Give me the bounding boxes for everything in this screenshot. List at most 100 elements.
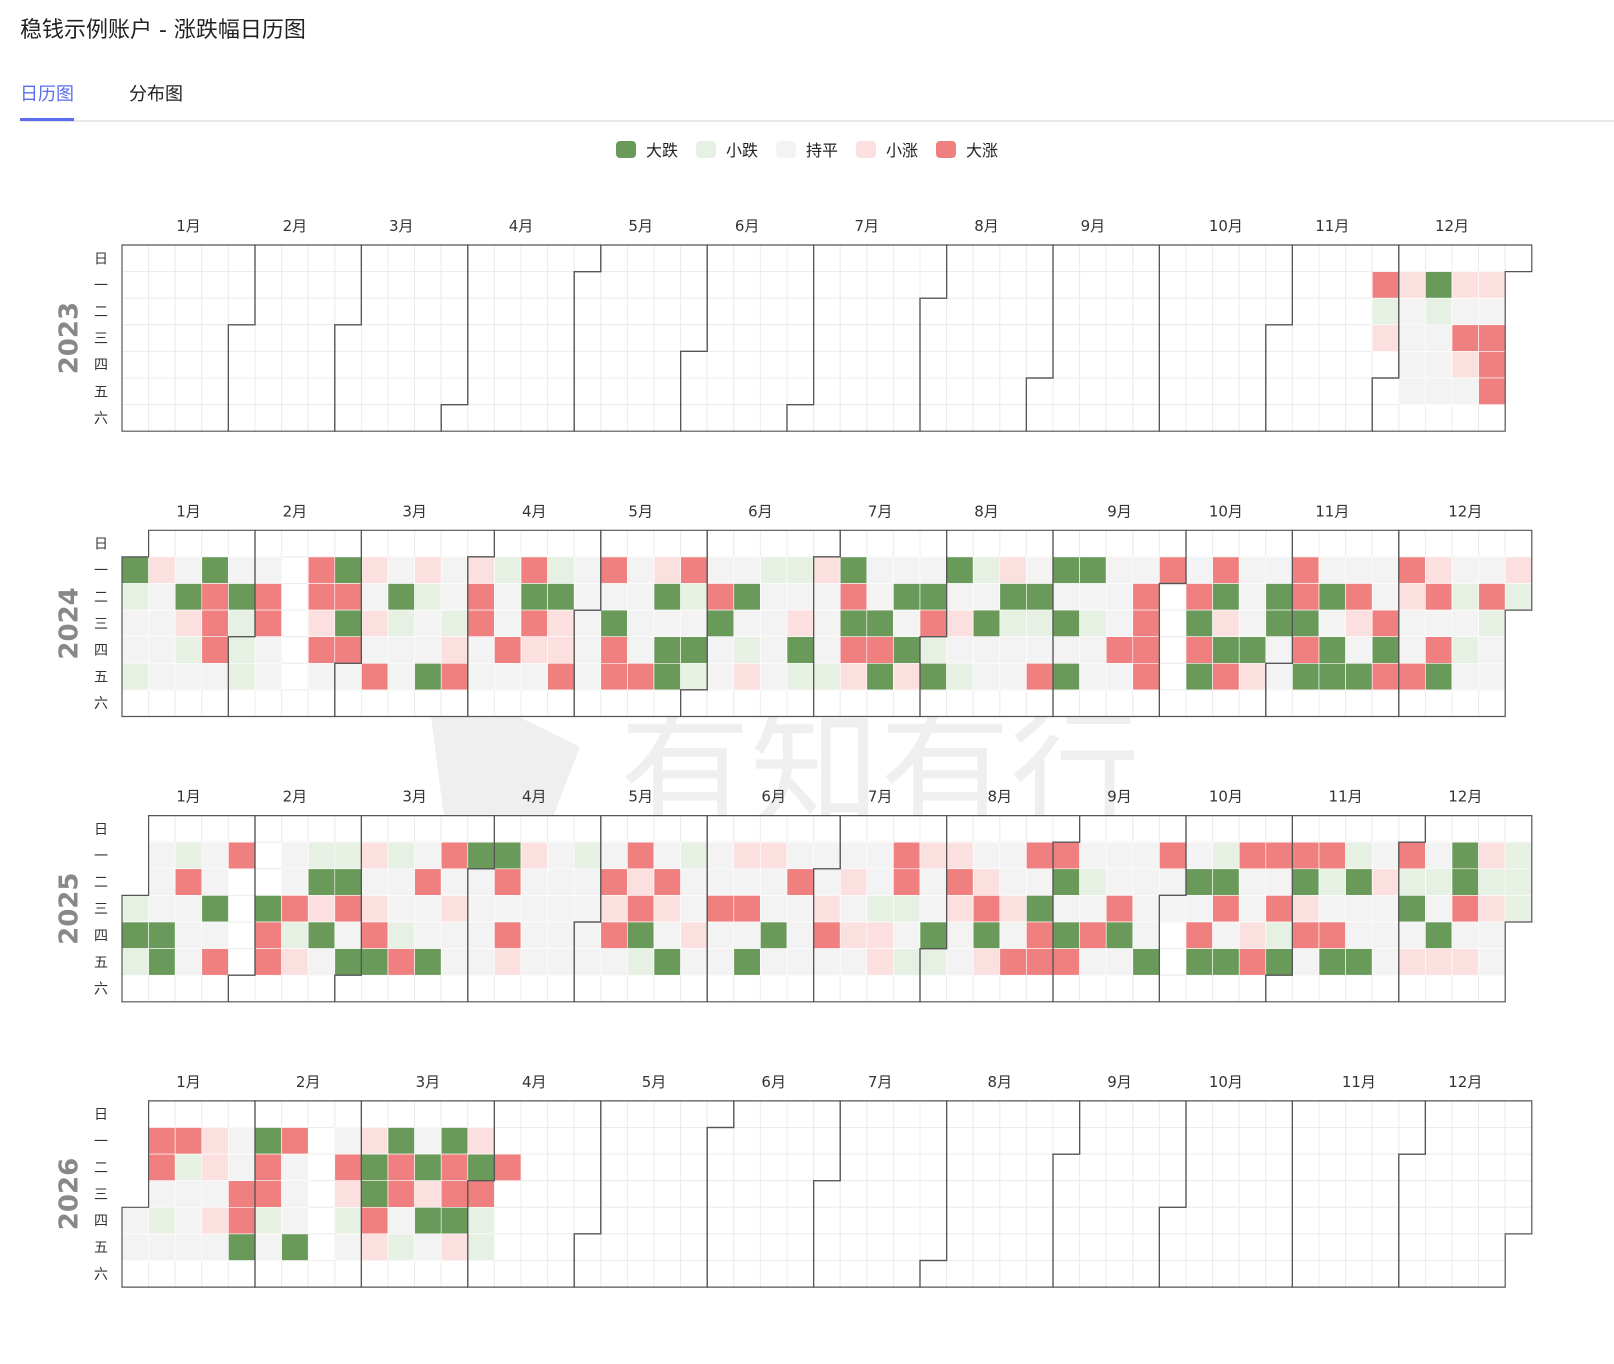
day-cell-empty — [1238, 404, 1267, 432]
day-cell — [1238, 556, 1267, 584]
day-cell — [547, 895, 575, 923]
day-cell-empty — [733, 377, 761, 406]
day-cell — [1425, 351, 1453, 379]
day-cell — [653, 556, 681, 584]
day-cell — [866, 948, 894, 976]
day-cell — [547, 609, 575, 637]
day-cell — [1159, 868, 1187, 896]
day-cell — [547, 662, 575, 691]
day-cell — [1052, 841, 1080, 870]
day-cell-empty — [520, 1100, 549, 1129]
day-cell-empty — [866, 404, 894, 432]
day-cell-empty — [839, 815, 868, 843]
day-cell — [680, 609, 708, 637]
day-cell-empty — [892, 350, 921, 379]
day-cell-empty — [387, 1100, 416, 1129]
day-cell — [334, 921, 362, 949]
day-cell — [1478, 583, 1506, 611]
day-cell-empty — [600, 1233, 628, 1262]
day-cell-empty — [520, 244, 549, 273]
day-cell-empty — [360, 815, 389, 843]
tab-distribution[interactable]: 分布图 — [129, 84, 183, 105]
tab-calendar[interactable]: 日历图 — [20, 80, 74, 121]
day-cell-empty — [1025, 1260, 1054, 1288]
day-cell-empty — [1158, 244, 1187, 273]
day-cell-empty — [1212, 297, 1240, 326]
weekday-label: 日 — [94, 1107, 108, 1123]
month-label: 1月 — [176, 1073, 201, 1091]
day-cell — [361, 948, 389, 976]
day-cell-empty — [440, 974, 469, 1003]
day-cell — [1265, 948, 1293, 976]
day-cell-empty — [254, 324, 283, 352]
day-cell-empty — [626, 377, 655, 406]
day-cell-empty — [414, 324, 442, 352]
weekday-label: 六 — [94, 982, 108, 998]
day-cell-empty — [121, 377, 150, 406]
day-cell-empty — [1132, 244, 1160, 273]
day-cell-empty — [759, 1206, 788, 1235]
day-cell — [1371, 921, 1400, 949]
day-cell-empty — [706, 815, 735, 843]
legend-item-big-rise[interactable]: 大涨 — [936, 138, 998, 160]
day-cell-empty — [201, 324, 229, 352]
day-cell — [1398, 609, 1426, 637]
day-cell — [919, 841, 947, 870]
day-cell-empty — [813, 244, 841, 273]
day-cell — [1451, 609, 1479, 637]
day-cell — [760, 948, 788, 976]
day-cell-empty — [520, 1127, 549, 1155]
day-cell — [760, 556, 788, 584]
month-label: 7月 — [868, 788, 893, 806]
day-cell-empty — [254, 404, 283, 432]
day-cell-empty — [706, 271, 735, 299]
day-cell-empty — [1398, 1233, 1426, 1262]
day-cell-empty — [1398, 529, 1426, 558]
day-cell-empty — [547, 815, 575, 843]
day-cell-empty — [1079, 974, 1107, 1003]
day-cell-empty — [201, 350, 229, 379]
day-cell — [334, 636, 362, 664]
day-cell-empty — [1158, 529, 1187, 558]
day-cell — [919, 921, 947, 949]
day-cell-empty — [1079, 271, 1107, 299]
day-cell-empty — [1345, 1153, 1373, 1182]
day-cell-empty — [839, 297, 868, 326]
day-cell-empty — [1291, 1206, 1320, 1235]
day-cell-empty — [733, 404, 761, 432]
day-cell-empty — [281, 815, 309, 843]
day-cell-empty — [1398, 404, 1426, 432]
day-cell-empty — [1185, 350, 1214, 379]
day-cell — [334, 1153, 362, 1181]
day-cell-empty — [813, 404, 841, 432]
month-label: 1月 — [176, 788, 201, 806]
day-cell-empty — [919, 271, 948, 299]
legend-item-flat[interactable]: 持平 — [775, 138, 838, 160]
day-cell-empty — [1052, 324, 1081, 352]
day-cell-empty — [813, 324, 841, 352]
day-cell-empty — [600, 1180, 628, 1208]
legend-item-big-drop[interactable]: 大跌 — [615, 138, 678, 160]
day-cell — [121, 636, 149, 664]
legend-item-small-rise[interactable]: 小涨 — [856, 138, 918, 160]
weekday-label: 五 — [94, 1240, 108, 1256]
day-cell — [1398, 351, 1426, 379]
legend-item-small-drop[interactable]: 小跌 — [695, 138, 758, 160]
day-cell — [1238, 868, 1267, 896]
day-cell-empty — [493, 404, 522, 432]
day-cell — [786, 948, 814, 976]
day-cell-empty — [1079, 404, 1107, 432]
day-cell-empty — [1185, 271, 1214, 299]
day-cell-empty — [1265, 1153, 1293, 1182]
day-cell — [733, 948, 761, 976]
day-cell-empty — [281, 636, 309, 664]
day-cell — [1345, 609, 1373, 637]
day-cell — [1292, 662, 1320, 691]
day-cell — [1478, 271, 1506, 299]
day-cell-empty — [1025, 244, 1054, 273]
day-cell-empty — [839, 529, 868, 558]
day-cell-empty — [227, 377, 256, 406]
day-cell — [121, 1233, 149, 1261]
day-cell-empty — [680, 1206, 708, 1235]
day-cell — [334, 895, 362, 923]
